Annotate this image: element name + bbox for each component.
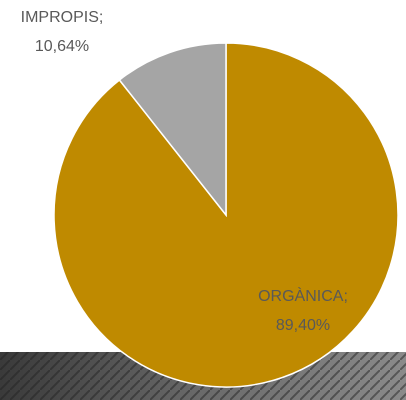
pie-slice: [118, 42, 227, 218]
data-label-name: IMPROPIS;: [21, 9, 104, 26]
separator: ;: [99, 9, 103, 26]
data-label-value: 10,64%: [35, 38, 89, 55]
pie: [53, 42, 399, 388]
category-name: IMPROPIS: [21, 9, 99, 26]
category-name: ORGÀNICA: [258, 286, 344, 305]
data-label-value: 89,40%: [276, 317, 330, 334]
separator: ;: [343, 288, 347, 305]
labels: ORGÀNICA; 89,40% IMPROPIS; 10,64%: [21, 9, 348, 334]
data-label-name: ORGÀNICA;: [258, 286, 348, 305]
